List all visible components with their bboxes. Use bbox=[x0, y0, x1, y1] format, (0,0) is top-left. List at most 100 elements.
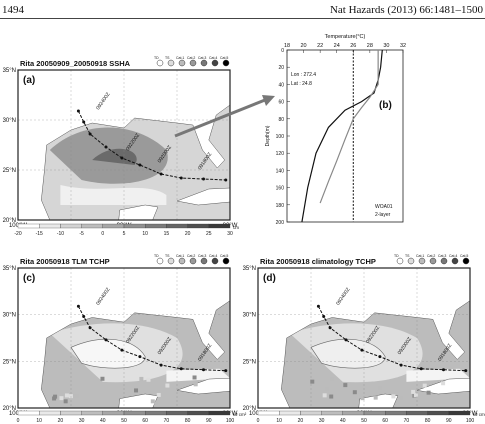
data-pixel bbox=[165, 383, 170, 388]
colorbar-segment bbox=[448, 410, 471, 416]
colorbar-tick-label: 100 bbox=[466, 418, 475, 424]
track-legend-label: Cat.4 bbox=[209, 254, 217, 258]
colorbar-segment bbox=[81, 410, 103, 416]
track-legend-label: Cat.1 bbox=[176, 254, 184, 258]
track-legend-label: Cat.3 bbox=[198, 254, 206, 258]
track-point bbox=[104, 338, 108, 342]
track-point bbox=[138, 163, 142, 167]
track-legend-dot bbox=[211, 257, 219, 265]
data-pixel bbox=[59, 396, 64, 401]
colorbar-tick-label: 40 bbox=[340, 418, 346, 424]
data-pixel bbox=[391, 394, 396, 399]
colorbar-tick-label: 80 bbox=[185, 418, 191, 424]
profile-chart: Temperature(°C) 18 20 22 24 26 28 30 32 0 20 40 60 80… bbox=[265, 34, 406, 226]
data-pixel bbox=[377, 386, 382, 391]
colorbar-unit: kJ cm² bbox=[473, 412, 485, 417]
track-point bbox=[360, 348, 364, 352]
track-legend-label: Cat.5 bbox=[460, 254, 468, 258]
data-pixel bbox=[329, 394, 334, 399]
y-tick-label: 60 bbox=[278, 100, 284, 106]
data-pixel bbox=[413, 393, 418, 398]
data-pixel bbox=[63, 399, 68, 404]
pointer-arrow bbox=[174, 96, 271, 138]
panel-label: (a) bbox=[23, 75, 35, 86]
colorbar-tick-label: 30 bbox=[319, 418, 325, 424]
data-pixel bbox=[373, 395, 378, 400]
track-legend-dot bbox=[178, 257, 186, 265]
journal-citation: Nat Hazards (2013) 66:1481–1500 bbox=[329, 4, 483, 16]
panel-label-box bbox=[21, 73, 41, 85]
y-axis-title: Depth(m) bbox=[265, 125, 271, 146]
y-tick-label: 40 bbox=[278, 82, 284, 88]
colorbar-segment bbox=[145, 223, 167, 229]
data-pixel bbox=[441, 381, 446, 386]
track-point bbox=[202, 368, 205, 372]
legend-label: 2-layer bbox=[375, 212, 391, 218]
track-point bbox=[202, 177, 205, 181]
colorbar-segment bbox=[17, 223, 40, 229]
data-pixel bbox=[360, 396, 365, 401]
colorbar-tick-label: 10 bbox=[276, 418, 282, 424]
track-legend-label: TS bbox=[165, 254, 170, 258]
panel-label: (b) bbox=[379, 100, 392, 111]
colorbar-tick-label: 30 bbox=[227, 231, 233, 237]
track-legend-dot bbox=[178, 59, 186, 67]
data-pixel bbox=[352, 390, 357, 395]
colorbar-segment bbox=[123, 223, 146, 229]
colorbar-segment bbox=[208, 410, 231, 416]
colorbar-tick-label: 30 bbox=[79, 418, 85, 424]
y-tick-label: 0 bbox=[281, 48, 284, 54]
track-legend-dot bbox=[156, 59, 164, 67]
track-legend-label: TS bbox=[405, 254, 410, 258]
ssha-warm-eddy bbox=[92, 148, 137, 165]
lat-tick-label: 25°N bbox=[3, 168, 16, 174]
lat-tick-label: 35°N bbox=[243, 266, 256, 272]
data-pixel bbox=[52, 396, 57, 401]
colorbar-segment bbox=[123, 410, 146, 416]
map-frame bbox=[17, 267, 231, 409]
map-frame bbox=[17, 69, 231, 221]
track-point bbox=[82, 120, 86, 124]
data-pixel bbox=[330, 377, 335, 382]
colorbar-segment bbox=[166, 410, 188, 416]
track-point bbox=[76, 304, 80, 308]
colorbar-tick-label: 0 bbox=[257, 418, 260, 424]
lat-tick-label: 25°N bbox=[243, 359, 256, 365]
y-tick-label: 20 bbox=[278, 65, 284, 71]
colorbar-tick-label: 5 bbox=[123, 231, 126, 237]
colorbar-segment bbox=[363, 410, 386, 416]
track-legend-label: TD bbox=[394, 254, 399, 258]
x-tick-label: 32 bbox=[400, 43, 406, 49]
colorbar-tick-label: -10 bbox=[57, 231, 64, 237]
track-point bbox=[224, 369, 228, 373]
colorbar-tick-label: 0 bbox=[17, 418, 20, 424]
track-point bbox=[464, 369, 468, 373]
panel-label-box bbox=[21, 271, 41, 283]
colorbar-segment bbox=[166, 223, 188, 229]
colorbar-tick-label: 60 bbox=[142, 418, 148, 424]
track-point bbox=[104, 145, 108, 149]
track-legend-dot bbox=[200, 257, 208, 265]
lat-tick-label: 20°N bbox=[3, 218, 16, 224]
track-legend-label: Cat.2 bbox=[187, 56, 195, 60]
colorbar-tick-label: 100 bbox=[226, 418, 235, 424]
track-point bbox=[120, 348, 124, 352]
track-point bbox=[442, 368, 445, 372]
colorbar-tick-label: -5 bbox=[79, 231, 84, 237]
track-legend-label: Cat.4 bbox=[449, 254, 457, 258]
lat-tick-label: 30°N bbox=[3, 118, 16, 124]
lat-tick-label: 30°N bbox=[243, 313, 256, 319]
y-tick-label: 200 bbox=[276, 220, 285, 226]
data-pixel bbox=[193, 382, 198, 387]
colorbar-segment bbox=[208, 223, 231, 229]
colorbar-segment bbox=[60, 410, 82, 416]
track-legend-dot bbox=[167, 59, 175, 67]
track-point bbox=[138, 355, 142, 359]
track-legend-label: Cat.3 bbox=[198, 56, 206, 60]
colorbar-tick-label: -20 bbox=[14, 231, 21, 237]
